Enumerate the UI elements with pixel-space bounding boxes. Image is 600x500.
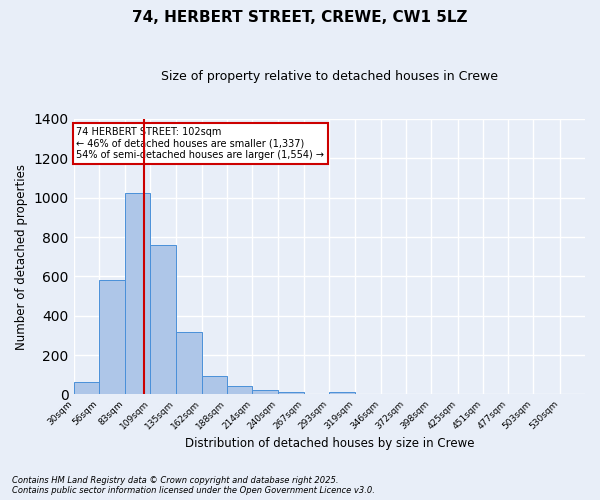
Bar: [227, 386, 253, 394]
Bar: [202, 376, 227, 394]
Bar: [176, 332, 202, 394]
Text: 74, HERBERT STREET, CREWE, CW1 5LZ: 74, HERBERT STREET, CREWE, CW1 5LZ: [132, 10, 468, 25]
Text: Contains HM Land Registry data © Crown copyright and database right 2025.
Contai: Contains HM Land Registry data © Crown c…: [12, 476, 375, 495]
Bar: [253, 390, 278, 394]
Bar: [74, 382, 99, 394]
Bar: [125, 192, 151, 394]
Bar: [329, 392, 355, 394]
Bar: [99, 280, 125, 394]
Y-axis label: Number of detached properties: Number of detached properties: [15, 164, 28, 350]
Title: Size of property relative to detached houses in Crewe: Size of property relative to detached ho…: [161, 70, 498, 83]
Bar: [151, 245, 176, 394]
X-axis label: Distribution of detached houses by size in Crewe: Distribution of detached houses by size …: [185, 437, 474, 450]
Bar: [278, 392, 304, 394]
Text: 74 HERBERT STREET: 102sqm
← 46% of detached houses are smaller (1,337)
54% of se: 74 HERBERT STREET: 102sqm ← 46% of detac…: [76, 127, 325, 160]
